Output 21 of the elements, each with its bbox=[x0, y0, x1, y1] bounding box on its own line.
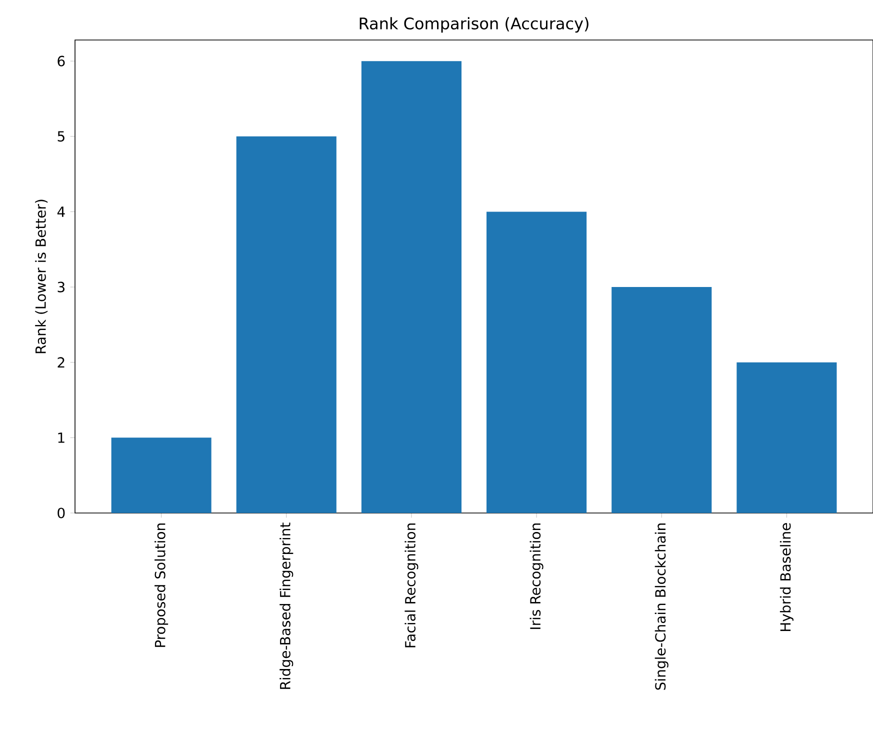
y-tick-label: 6 bbox=[58, 56, 65, 66]
x-tick-label: Hybrid Baseline bbox=[780, 523, 794, 632]
x-tick-label: Single-Chain Blockchain bbox=[654, 524, 668, 690]
chart-title: Rank Comparison (Accuracy) bbox=[360, 17, 588, 33]
y-tick-label: 0 bbox=[58, 508, 65, 518]
y-tick-label: 3 bbox=[58, 282, 65, 292]
y-tick-label: 5 bbox=[58, 131, 64, 142]
bar bbox=[111, 438, 212, 513]
x-tick-label: Ridge-Based Fingerprint bbox=[280, 522, 294, 689]
x-tick-label: Proposed Solution bbox=[154, 524, 168, 647]
bar bbox=[612, 287, 712, 513]
y-axis-title: Rank (Lower is Better) bbox=[35, 200, 48, 354]
y-tick-label: 1 bbox=[58, 432, 64, 443]
bar bbox=[361, 61, 462, 513]
y-tick-label: 2 bbox=[58, 357, 64, 368]
y-tick-label: 4 bbox=[57, 206, 65, 217]
x-tick-label: Facial Recognition bbox=[404, 524, 418, 648]
bar bbox=[486, 212, 587, 513]
bar bbox=[736, 362, 837, 513]
bar bbox=[236, 136, 336, 513]
x-tick-label: Iris Recognition bbox=[530, 524, 544, 629]
